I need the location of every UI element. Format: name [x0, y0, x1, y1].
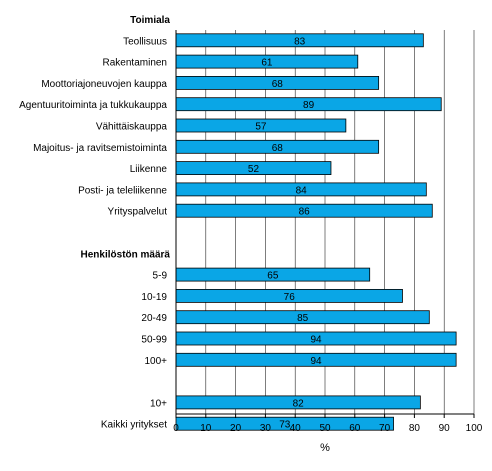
group-header: Henkilöstön määrä: [81, 249, 171, 260]
group-header: Toimiala: [130, 15, 170, 26]
x-tick-label: 20: [230, 423, 242, 434]
x-tick-label: 40: [290, 423, 302, 434]
category-label: Posti- ja teleliikenne: [78, 185, 167, 196]
x-tick-label: 100: [466, 423, 483, 434]
data-label: 73: [279, 420, 291, 431]
data-label: 76: [284, 292, 296, 303]
x-axis-title: %: [320, 442, 330, 454]
x-tick-label: 60: [349, 423, 361, 434]
data-label: 85: [297, 313, 309, 324]
gridlines: [205, 30, 475, 414]
x-tick-label: 80: [409, 423, 421, 434]
x-tick-label: 10: [200, 423, 212, 434]
data-label: 89: [303, 100, 315, 111]
category-labels: Toimiala Teollisuus Rakentaminen Moottoriaj…: [19, 15, 170, 431]
data-label: 94: [310, 335, 322, 346]
category-label: Rakentaminen: [103, 58, 167, 69]
x-axis: 0 10 20 30 40 50 60 70 80 90 100: [173, 30, 483, 434]
category-label: Kaikki yritykset: [101, 420, 167, 431]
category-label: 10-19: [141, 292, 167, 303]
bar: [175, 416, 394, 431]
category-label: 20-49: [141, 313, 167, 324]
category-label: Agentuuritoiminta ja tukkukauppa: [19, 100, 167, 111]
category-label: 5-9: [153, 271, 168, 282]
category-label: Vähittäiskauppa: [96, 122, 168, 133]
data-label: 61: [261, 58, 273, 69]
x-tick-label: 90: [439, 423, 451, 434]
category-label: 10+: [150, 398, 167, 409]
x-tick-label: 30: [260, 423, 272, 434]
x-tick-label: 50: [319, 423, 331, 434]
category-label: Moottoriajoneuvojen kauppa: [41, 79, 167, 90]
category-label: Yrityspalvelut: [108, 207, 168, 218]
category-label: 100+: [144, 356, 167, 367]
x-tick-label: 0: [173, 423, 179, 434]
category-label: Teollisuus: [123, 36, 167, 47]
data-label: 68: [272, 79, 284, 90]
data-label: 86: [299, 207, 311, 218]
x-tick-label: 70: [379, 423, 391, 434]
data-label: 83: [294, 36, 306, 47]
category-label: Majoitus- ja ravitsemistoiminta: [33, 143, 167, 154]
data-label: 57: [255, 122, 267, 133]
data-label: 94: [310, 356, 322, 367]
data-label: 82: [293, 398, 305, 409]
data-label: 52: [248, 164, 260, 175]
data-label: 68: [272, 143, 284, 154]
data-label: 84: [296, 185, 308, 196]
category-label: Liikenne: [130, 164, 168, 175]
category-label: 50-99: [141, 335, 167, 346]
data-label: 65: [267, 271, 279, 282]
